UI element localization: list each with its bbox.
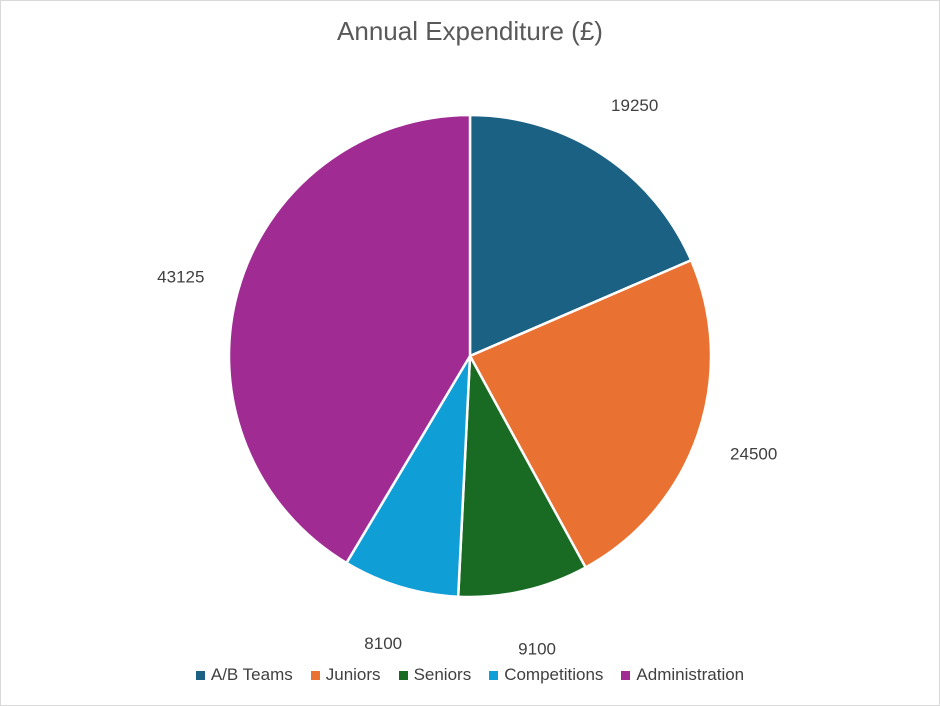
legend-item-juniors: Juniors [310, 665, 381, 685]
legend-label: Competitions [504, 665, 604, 684]
data-label: 8100 [364, 634, 402, 653]
pie-slice-seniors [456, 351, 588, 599]
data-label: 24500 [730, 445, 777, 464]
legend-item-administration: Administration [621, 665, 744, 685]
legend-swatch [195, 670, 205, 680]
legend-item-ab-teams: A/B Teams [195, 665, 293, 685]
legend-swatch [489, 670, 499, 680]
chart-title: Annual Expenditure (£) [337, 16, 603, 46]
data-label: 9100 [518, 639, 556, 658]
legend-label: Juniors [325, 665, 381, 684]
data-label: 19250 [611, 96, 658, 115]
legend-label: A/B Teams [210, 665, 293, 684]
legend-label: Seniors [413, 665, 472, 684]
data-label: 43125 [157, 267, 204, 286]
pie-slice-juniors [468, 258, 713, 570]
legend-item-competitions: Competitions [489, 665, 603, 685]
pie-slice-competitions [344, 355, 472, 599]
legend-label: Administration [636, 665, 745, 684]
pie-slice-administration [227, 113, 472, 565]
pie-slice-a-b-teams [468, 113, 693, 358]
legend-item-seniors: Seniors [398, 665, 472, 685]
legend-swatch [310, 670, 320, 680]
legend-swatch [398, 670, 408, 680]
legend-swatch [621, 670, 631, 680]
legend: A/B Teams Juniors Seniors Competitions A… [0, 665, 940, 685]
